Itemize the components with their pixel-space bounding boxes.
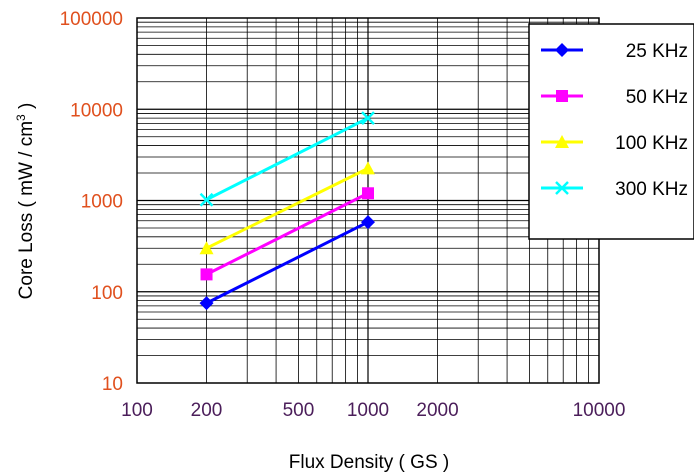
series-layer xyxy=(199,111,375,311)
y-tick-label: 10000 xyxy=(70,100,123,121)
x-tick-label: 100 xyxy=(121,400,153,421)
data-point xyxy=(361,111,375,125)
x-tick-label: 500 xyxy=(283,400,315,421)
legend-label: 100 KHz xyxy=(615,133,688,154)
series-line xyxy=(205,116,369,202)
y-axis-title-main: Core Loss ( mW / cm xyxy=(16,121,37,299)
x-marker-stroke xyxy=(555,181,569,195)
series-300-khz xyxy=(199,111,375,207)
series-25-khz xyxy=(199,215,375,311)
x-tick-label: 10000 xyxy=(573,400,626,421)
legend-box xyxy=(528,23,694,240)
x-tick-label: 200 xyxy=(191,400,223,421)
y-tick-label: 100 xyxy=(91,283,123,304)
x-marker-stroke xyxy=(199,192,214,207)
legend: 25 KHz 50 KHz 100 KHz 300 KHz xyxy=(528,23,694,240)
legend-label: 25 KHz xyxy=(626,41,688,62)
y-axis-title-tail: ) xyxy=(16,103,37,115)
y-tick-label: 100000 xyxy=(60,9,123,30)
legend-swatch-marker xyxy=(555,181,569,195)
series-50-khz xyxy=(200,187,374,281)
x-axis-title: Flux Density ( GS ) xyxy=(289,452,449,473)
legend-entry: 300 KHz xyxy=(541,179,688,200)
legend-label: 50 KHz xyxy=(626,87,688,108)
y-tick-labels: 10 100 1000 10000 100000 xyxy=(60,9,123,395)
data-point xyxy=(200,268,213,281)
y-axis-title-superscript: 3 xyxy=(14,114,28,121)
y-tick-label: 10 xyxy=(102,374,123,395)
legend-swatch-marker xyxy=(556,90,568,102)
data-point xyxy=(361,161,375,175)
data-point xyxy=(199,192,214,207)
y-axis-title: Core Loss ( mW / cm3 ) xyxy=(14,103,37,300)
x-marker-stroke xyxy=(361,111,375,125)
legend-entry: 50 KHz xyxy=(541,87,688,108)
series-line xyxy=(205,191,369,276)
series-line xyxy=(205,167,369,250)
data-point xyxy=(362,187,374,200)
legend-entry: 100 KHz xyxy=(541,133,688,154)
data-point xyxy=(199,241,214,255)
data-point xyxy=(199,296,214,311)
series-100-khz xyxy=(199,161,375,255)
legend-label: 300 KHz xyxy=(615,179,688,200)
series-line xyxy=(205,220,369,305)
legend-entry: 25 KHz xyxy=(541,41,688,62)
x-tick-labels: 100 200 500 1000 2000 10000 xyxy=(121,400,625,421)
x-tick-label: 1000 xyxy=(347,400,389,421)
y-tick-label: 1000 xyxy=(81,192,123,213)
legend-swatch-marker xyxy=(555,43,569,57)
x-tick-label: 2000 xyxy=(416,400,458,421)
data-point xyxy=(361,215,375,230)
legend-swatch-marker xyxy=(555,135,569,148)
